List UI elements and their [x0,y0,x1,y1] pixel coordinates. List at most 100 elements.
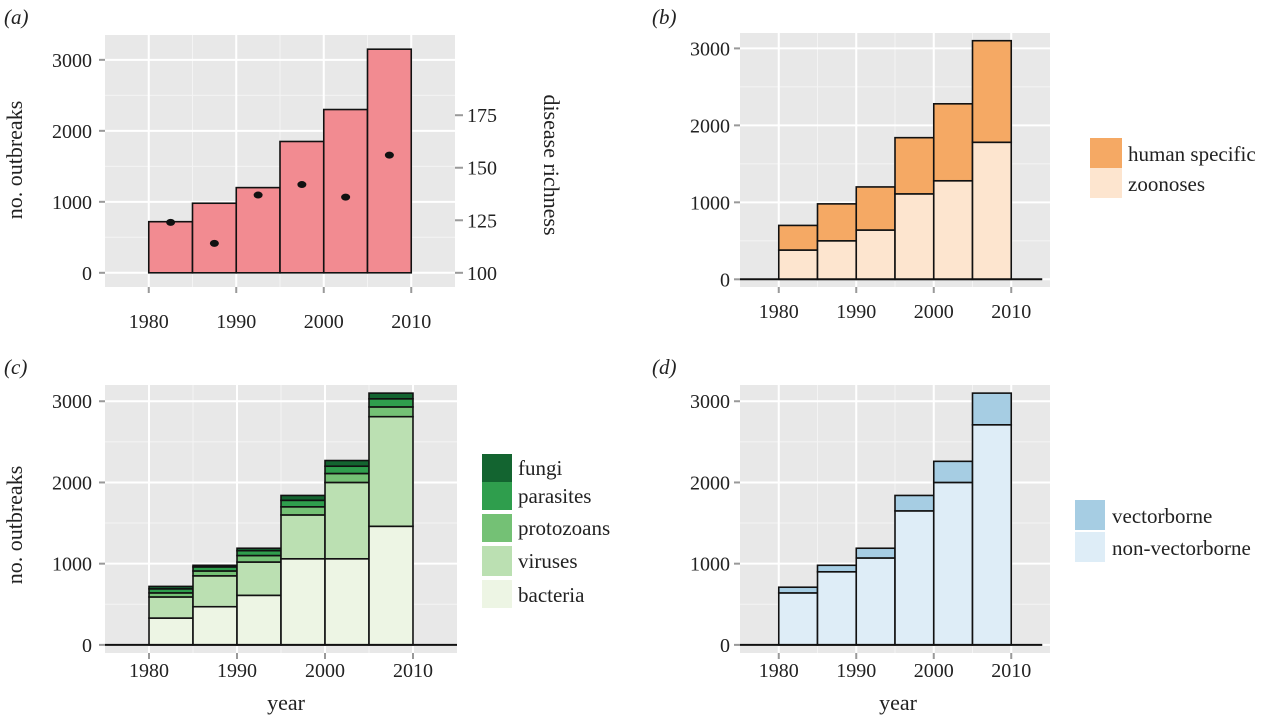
panel-c-legend: fungi parasites protozoans viruses bacte… [482,454,610,608]
y-tick-label: 0 [720,635,730,657]
bar-protozoans-1995 [280,506,326,516]
legend-swatch-non-vectorborne [1075,532,1105,562]
x-tick-label: 1980 [759,660,799,682]
bar-vectorborne-1980 [777,586,819,594]
bar-bacteria-1980 [148,617,194,646]
legend-label-bacteria: bacteria [518,583,585,607]
bar-human-specific-1985 [816,203,858,242]
bar-parasites-1995 [280,499,326,508]
bar-viruses-1980 [148,596,194,619]
bar-fungi-1990 [236,547,282,552]
y-tick-label: 2000 [690,115,730,137]
legend-label-vectorborne: vectorborne [1112,504,1212,528]
y-tick-label: 2000 [690,472,730,494]
richness-point [166,218,176,226]
panel-a-secondary-y-ticks: 100 125 150 175 [455,105,497,285]
panel-a: (a) 0 1000 2000 3000 100 125 150 175 1980 1990 2… [2,5,564,333]
x-tick-label: 2000 [304,311,344,333]
legend-swatch-zoonoses [1090,168,1122,198]
bar-human-specific-2000 [932,103,974,182]
bar-non-vectorborne-2000 [932,481,974,646]
bar-2005 [366,48,413,274]
legend-swatch-parasites [482,482,512,510]
x-tick-label: 2000 [914,301,954,323]
bar-zoonoses-1990 [855,229,896,281]
richness-point [384,151,394,159]
x-tick-label: 2010 [391,311,431,333]
legend-label-parasites: parasites [518,484,591,508]
x-tick-label: 1990 [216,311,256,333]
y-tick-label: 1000 [690,554,730,576]
richness-point [253,191,263,199]
panel-a-y-ticks: 0 1000 2000 3000 [52,50,105,285]
bar-fungi-1980 [148,585,194,590]
legend-swatch-human-specific [1090,138,1122,168]
bar-fungi-1995 [280,494,326,502]
y-tick-label: 2000 [52,121,92,143]
richness-point [209,239,219,247]
panel-d-x-axis-title: year [879,690,918,715]
x-tick-label: 2010 [991,301,1031,323]
bar-zoonoses-2000 [932,179,974,281]
y-tick-label: 0 [720,269,730,291]
bar-zoonoses-2005 [971,141,1013,281]
legend-label-non-vectorborne: non-vectorborne [1112,536,1251,560]
bar-1995 [279,140,325,274]
secondary-tick-label: 175 [467,105,497,127]
bar-non-vectorborne-1990 [855,557,896,646]
x-tick-label: 1980 [129,660,169,682]
panel-a-bars [147,48,413,274]
legend-label-viruses: viruses [518,549,578,573]
secondary-tick-label: 125 [467,210,497,232]
legend-label-fungi: fungi [518,456,562,480]
bar-protozoans-2005 [368,406,414,418]
panel-c-y-axis-title: no. outbreaks [2,466,27,585]
x-tick-label: 2000 [914,660,954,682]
y-tick-label: 3000 [690,38,730,60]
bar-non-vectorborne-1995 [894,510,935,646]
legend-swatch-fungi [482,454,512,482]
bar-viruses-2005 [368,415,414,528]
legend-swatch-protozoans [482,514,512,542]
bar-human-specific-1990 [855,186,896,231]
y-tick-label: 2000 [52,472,92,494]
bar-zoonoses-1985 [816,240,858,281]
secondary-tick-label: 150 [467,158,497,180]
panel-a-label: (a) [4,5,29,29]
bar-bacteria-2000 [324,557,370,646]
x-tick-label: 1990 [836,301,876,323]
panel-a-y-axis-title: no. outbreaks [2,101,27,220]
panel-d-legend: vectorborne non-vectorborne [1075,500,1251,562]
bar-vectorborne-2005 [971,392,1013,426]
y-tick-label: 3000 [52,391,92,413]
bar-non-vectorborne-1985 [816,570,858,646]
x-tick-label: 1990 [836,660,876,682]
legend-label-human-specific: human specific [1128,142,1256,166]
bar-human-specific-1980 [777,224,819,251]
panel-b-bars [777,39,1013,281]
bar-viruses-1995 [280,514,326,560]
bar-1985 [191,202,238,274]
bar-human-specific-2005 [971,39,1013,144]
x-tick-label: 1980 [129,311,169,333]
y-tick-label: 1000 [52,192,92,214]
bar-protozoans-2000 [324,472,370,484]
panel-d-y-ticks: 0 1000 2000 3000 [690,391,740,657]
panel-c-y-ticks: 0 1000 2000 3000 [52,391,105,657]
panel-b-label: (b) [652,5,677,29]
bar-parasites-2005 [368,398,414,408]
bar-non-vectorborne-2005 [971,423,1013,646]
bar-1990 [235,186,281,274]
legend-swatch-vectorborne [1075,500,1105,530]
bar-fungi-1985 [192,564,238,568]
bar-viruses-1990 [236,561,282,597]
panel-c-x-ticks: 1980 1990 2000 2010 [129,653,433,682]
panel-c-x-axis-title: year [267,690,306,715]
x-tick-label: 2000 [305,660,345,682]
bar-bacteria-2005 [368,525,414,646]
richness-point [341,193,351,201]
panel-a-x-ticks: 1980 1990 2000 2010 [129,287,431,333]
y-tick-label: 0 [82,635,92,657]
panel-c-bars [148,392,414,646]
